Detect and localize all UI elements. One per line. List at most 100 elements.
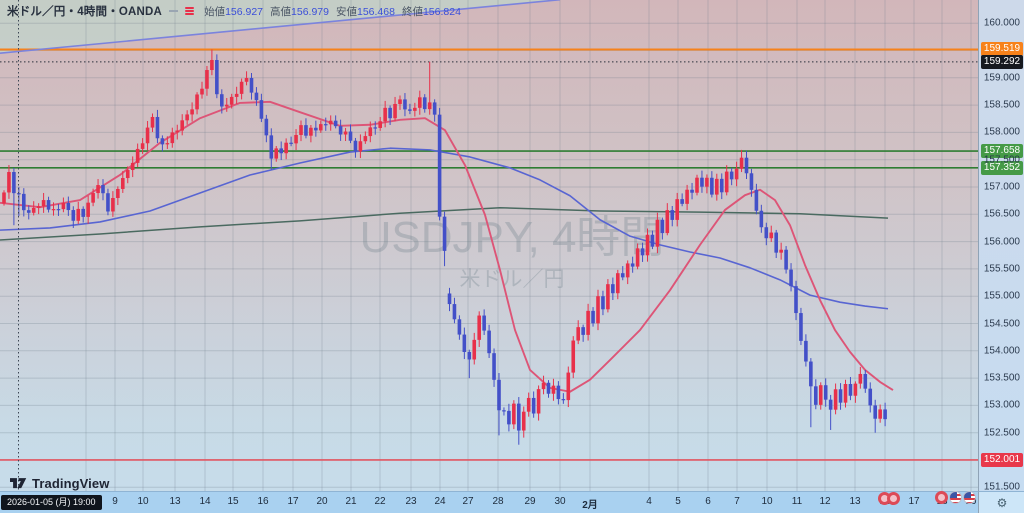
candle[interactable] — [502, 410, 506, 412]
candle[interactable] — [863, 373, 868, 389]
candle[interactable] — [66, 202, 71, 211]
candle[interactable] — [7, 172, 11, 193]
candle[interactable] — [170, 132, 175, 144]
candle[interactable] — [596, 296, 600, 324]
candle[interactable] — [591, 310, 595, 324]
candle[interactable] — [56, 209, 61, 211]
candle[interactable] — [620, 273, 625, 278]
candle[interactable] — [818, 385, 823, 405]
candle[interactable] — [373, 127, 378, 129]
economic-event-icon[interactable] — [935, 491, 948, 504]
candle[interactable] — [853, 383, 858, 396]
candle[interactable] — [333, 120, 338, 127]
candle[interactable] — [858, 373, 863, 384]
candle[interactable] — [393, 103, 397, 119]
candle[interactable] — [348, 131, 353, 141]
candle[interactable] — [76, 208, 81, 221]
candle[interactable] — [294, 134, 298, 144]
candle[interactable] — [541, 382, 546, 390]
candle[interactable] — [36, 206, 41, 208]
candle[interactable] — [343, 131, 348, 135]
candle[interactable] — [215, 60, 219, 95]
candle[interactable] — [878, 409, 882, 419]
candle[interactable] — [125, 170, 130, 179]
candle[interactable] — [413, 107, 417, 111]
candle[interactable] — [12, 172, 16, 194]
candle[interactable] — [220, 94, 224, 107]
candle[interactable] — [180, 120, 184, 131]
candle[interactable] — [640, 248, 645, 256]
candle[interactable] — [517, 403, 521, 431]
candle[interactable] — [378, 121, 382, 128]
candle[interactable] — [249, 77, 254, 93]
candle[interactable] — [96, 185, 100, 194]
candle[interactable] — [175, 130, 180, 133]
candle[interactable] — [512, 403, 516, 425]
candle[interactable] — [210, 60, 214, 71]
candle[interactable] — [155, 116, 160, 139]
candle[interactable] — [710, 177, 714, 195]
candle[interactable] — [823, 385, 828, 400]
candle[interactable] — [185, 114, 189, 121]
candle[interactable] — [611, 284, 615, 294]
candle[interactable] — [418, 97, 422, 108]
candle[interactable] — [650, 234, 655, 247]
candle[interactable] — [625, 263, 630, 278]
candle[interactable] — [784, 249, 788, 270]
candle[interactable] — [358, 141, 363, 152]
us-flag-event-icon[interactable] — [949, 491, 962, 504]
candle[interactable] — [111, 198, 115, 212]
candle[interactable] — [422, 97, 427, 110]
legend-source-icon[interactable] — [185, 7, 195, 15]
economic-event-icon[interactable] — [887, 492, 900, 505]
candle[interactable] — [804, 340, 808, 362]
candle[interactable] — [116, 188, 120, 199]
candle[interactable] — [883, 409, 887, 420]
candle[interactable] — [289, 142, 293, 144]
candle[interactable] — [561, 399, 566, 401]
candle[interactable] — [353, 140, 358, 152]
candle[interactable] — [388, 107, 392, 119]
candle[interactable] — [868, 388, 873, 406]
candle[interactable] — [304, 125, 308, 136]
candle[interactable] — [383, 107, 387, 122]
candle[interactable] — [472, 339, 477, 360]
candle[interactable] — [284, 142, 288, 154]
candle[interactable] — [106, 193, 110, 212]
candle[interactable] — [328, 120, 333, 125]
candle[interactable] — [403, 99, 407, 110]
candle[interactable] — [190, 109, 194, 115]
candle[interactable] — [700, 177, 704, 187]
candle[interactable] — [368, 127, 373, 137]
candle[interactable] — [754, 189, 759, 211]
candle[interactable] — [764, 227, 769, 239]
candle[interactable] — [526, 397, 531, 412]
candle[interactable] — [838, 389, 843, 403]
candle[interactable] — [566, 372, 571, 401]
symbol-title[interactable]: 米ドル／円・4時間・OANDA — [7, 6, 163, 18]
candle[interactable] — [492, 353, 496, 380]
candle[interactable] — [645, 234, 650, 256]
candle[interactable] — [81, 208, 85, 217]
candle[interactable] — [675, 199, 679, 220]
candle[interactable] — [41, 200, 46, 207]
candle[interactable] — [660, 219, 665, 234]
candle[interactable] — [279, 148, 283, 154]
candle[interactable] — [715, 178, 719, 195]
trendline[interactable] — [0, 0, 561, 55]
candle[interactable] — [299, 125, 303, 135]
candle[interactable] — [551, 385, 556, 394]
candle[interactable] — [789, 269, 793, 287]
candlestick-chart-canvas[interactable]: USDJPY, 4時間 米ドル／円 — [0, 0, 978, 491]
candle[interactable] — [309, 127, 313, 136]
candle[interactable] — [338, 126, 343, 135]
candle[interactable] — [264, 118, 269, 136]
chart-pane[interactable]: USDJPY, 4時間 米ドル／円 米ドル／円・4時間・OANDA 始値156.… — [0, 0, 978, 491]
candle[interactable] — [828, 399, 833, 410]
candle[interactable] — [581, 327, 585, 335]
candle[interactable] — [135, 148, 140, 163]
candle[interactable] — [398, 99, 402, 104]
candle[interactable] — [670, 210, 675, 220]
tradingview-logo[interactable]: TradingView — [10, 476, 109, 491]
candle[interactable] — [234, 93, 239, 97]
